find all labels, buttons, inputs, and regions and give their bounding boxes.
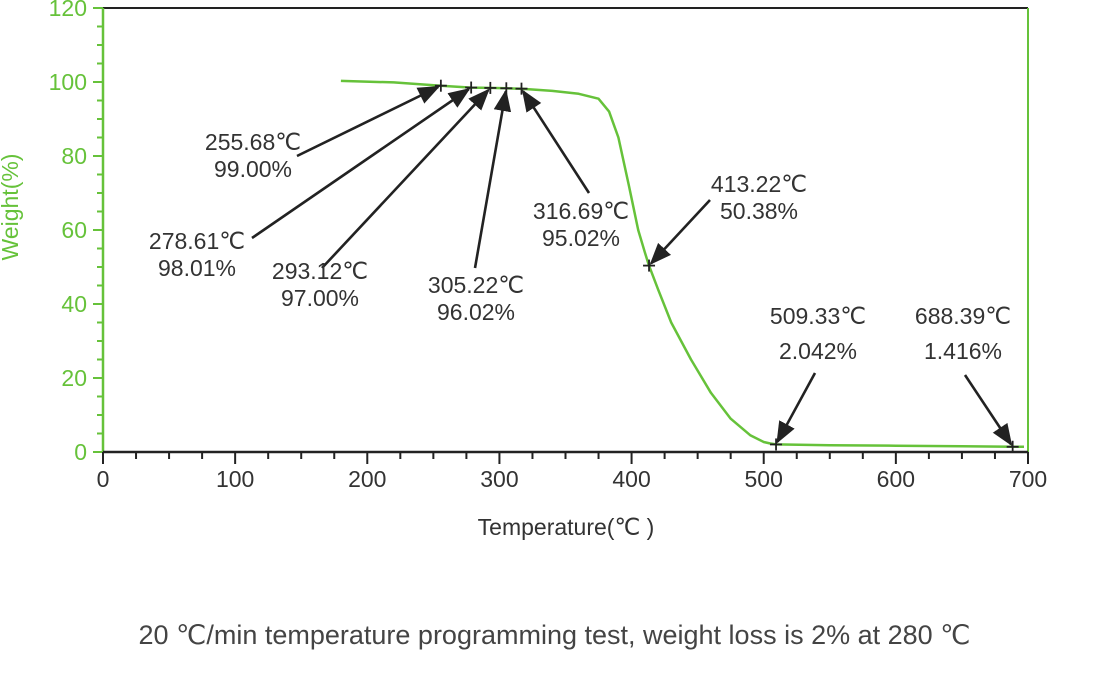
annotation-weight: 96.02% [437,299,515,325]
annotation-arrow [649,199,711,266]
annotation-weight: 1.416% [924,338,1002,364]
y-tick-label: 0 [74,439,87,465]
marker-layer [434,79,1019,453]
annotation-weight: 50.38% [720,198,798,224]
weight-curve [340,79,1024,449]
annotation-weight: 99.00% [214,156,292,182]
x-tick-label: 100 [216,466,254,492]
x-tick-label: 300 [480,466,518,492]
annotation-arrow [251,88,471,240]
annotation-temperature: 413.22℃ [711,171,807,197]
series-layer [340,79,1024,449]
annotation-arrow [776,372,817,444]
x-tick-label: 700 [1009,466,1047,492]
x-tick-label: 500 [745,466,783,492]
annotation-temperature: 293.12℃ [272,258,368,284]
annotation-arrow [963,374,1013,447]
axes: 0 20 40 60 80 100 120 0 100 200 300 400 500 600 700 [49,0,1048,492]
y-tick-label: 80 [61,143,87,169]
x-tick-label: 200 [348,466,386,492]
plot-frame [103,7,1029,452]
annotation-weight: 2.042% [779,338,857,364]
y-tick-label: 40 [61,291,87,317]
annotation-temperature: 305.22℃ [428,272,524,298]
x-tick-label: 0 [97,466,110,492]
y-tick-label: 60 [61,217,87,243]
y-axis-label: Weight(%) [0,154,23,261]
arrow-layer [251,85,1013,447]
annotation-arrow [296,85,441,158]
y-tick-label: 120 [49,0,87,21]
y-tick-label: 20 [61,365,87,391]
annotation-arrow [321,88,490,269]
annotation-temperature: 688.39℃ [915,303,1011,329]
annotation-temperature: 278.61℃ [149,228,245,254]
annotation-weight: 95.02% [542,225,620,251]
annotation-temperature: 509.33℃ [770,303,866,329]
annotation-weight: 97.00% [281,285,359,311]
annotation-label-layer: 255.68℃99.00% 278.61℃98.01% 293.12℃97.00% 3… [149,129,1011,364]
annotation-arrow [521,89,591,194]
annotation-arrow [473,89,512,269]
figure-caption: 20 ℃/min temperature programming test, w… [138,620,971,650]
annotation-temperature: 316.69℃ [533,198,629,224]
x-tick-label: 400 [612,466,650,492]
y-tick-label: 100 [49,69,87,95]
x-tick-label: 600 [877,466,915,492]
annotation-temperature: 255.68℃ [205,129,301,155]
x-axis-label: Temperature(℃ ) [478,514,655,540]
annotation-weight: 98.01% [158,255,236,281]
